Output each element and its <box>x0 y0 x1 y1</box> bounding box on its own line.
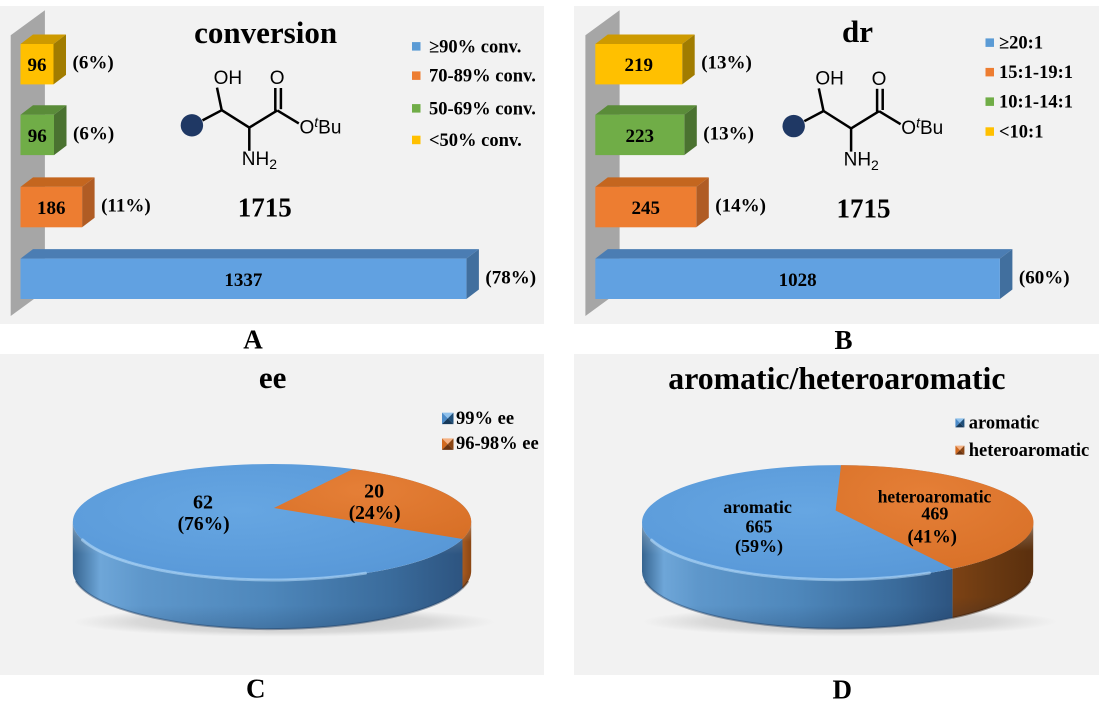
svg-text:dr: dr <box>842 14 873 49</box>
svg-text:99% ee: 99% ee <box>456 409 514 429</box>
svg-text:(78%): (78%) <box>485 267 536 288</box>
svg-text:186: 186 <box>37 198 66 219</box>
svg-text:(60%): (60%) <box>1019 267 1070 288</box>
svg-text:70-89% conv.: 70-89% conv. <box>429 67 536 87</box>
svg-text:heteroaromatic: heteroaromatic <box>969 441 1090 461</box>
svg-text:O: O <box>270 68 285 89</box>
svg-text:(24%): (24%) <box>349 503 401 524</box>
svg-text:96-98% ee: 96-98% ee <box>456 434 539 454</box>
svg-text:96: 96 <box>28 55 47 76</box>
svg-text:219: 219 <box>625 55 654 76</box>
svg-text:96: 96 <box>28 126 47 147</box>
svg-text:OH: OH <box>214 68 243 89</box>
svg-text:OtBu: OtBu <box>300 114 342 139</box>
svg-text:NH2: NH2 <box>242 149 277 172</box>
svg-text:1028: 1028 <box>779 270 817 291</box>
svg-text:≥20:1: ≥20:1 <box>999 34 1043 54</box>
svg-text:OH: OH <box>815 69 844 90</box>
svg-text:(14%): (14%) <box>715 196 766 217</box>
svg-text:conversion: conversion <box>194 15 337 50</box>
svg-text:(6%): (6%) <box>73 123 114 144</box>
svg-text:≥90% conv.: ≥90% conv. <box>429 37 521 57</box>
svg-text:aromatic/heteroaromatic: aromatic/heteroaromatic <box>668 361 1005 396</box>
svg-text:heteroaromatic: heteroaromatic <box>878 487 992 507</box>
svg-text:15:1-19:1: 15:1-19:1 <box>999 63 1073 83</box>
svg-text:(59%): (59%) <box>735 536 783 557</box>
svg-text:ee: ee <box>259 360 287 395</box>
svg-text:(13%): (13%) <box>701 53 752 74</box>
svg-text:OtBu: OtBu <box>901 115 943 140</box>
svg-text:10:1-14:1: 10:1-14:1 <box>999 93 1073 113</box>
svg-text:469: 469 <box>921 504 948 524</box>
svg-text:245: 245 <box>632 198 661 219</box>
svg-text:(13%): (13%) <box>703 123 754 144</box>
svg-text:C: C <box>246 673 266 702</box>
svg-text:O: O <box>872 69 887 90</box>
svg-text:<50% conv.: <50% conv. <box>429 131 522 151</box>
svg-text:A: A <box>243 324 263 354</box>
svg-text:1337: 1337 <box>224 270 263 291</box>
svg-text:D: D <box>832 675 852 703</box>
svg-text:1715: 1715 <box>837 193 891 223</box>
svg-text:aromatic: aromatic <box>969 414 1040 434</box>
svg-text:1715: 1715 <box>238 193 292 223</box>
svg-text:223: 223 <box>626 126 655 147</box>
svg-text:B: B <box>834 325 852 355</box>
svg-text:50-69% conv.: 50-69% conv. <box>429 99 536 119</box>
svg-text:20: 20 <box>364 481 384 503</box>
svg-text:(76%): (76%) <box>178 514 230 535</box>
svg-text:NH2: NH2 <box>844 150 879 173</box>
svg-text:(41%): (41%) <box>908 528 957 548</box>
svg-text:62: 62 <box>193 491 213 513</box>
svg-text:(11%): (11%) <box>101 196 151 217</box>
svg-text:665: 665 <box>746 516 773 536</box>
svg-text:<10:1: <10:1 <box>999 123 1043 143</box>
svg-text:aromatic: aromatic <box>723 497 792 517</box>
svg-text:(6%): (6%) <box>73 53 114 74</box>
